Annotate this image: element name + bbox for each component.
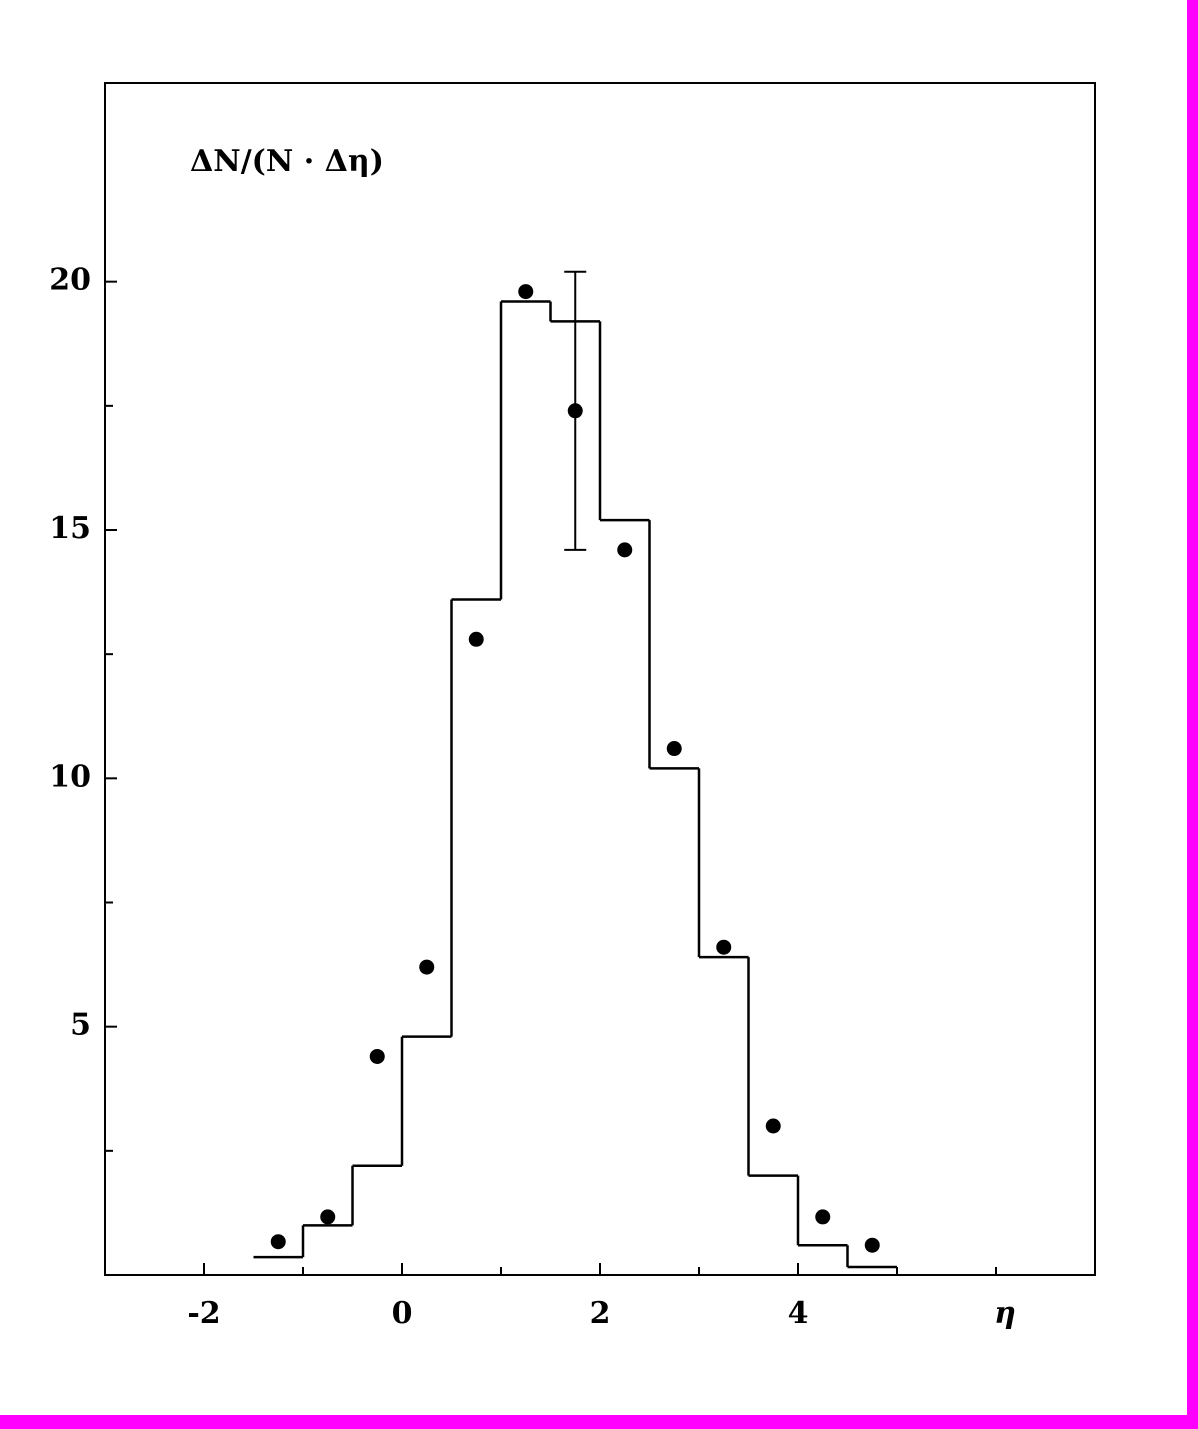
x-tick-label: -2: [187, 1296, 220, 1331]
frame-bottom: [0, 1415, 1198, 1429]
data-point: [567, 403, 583, 419]
data-point: [518, 284, 534, 300]
data-point: [270, 1234, 286, 1250]
data-point: [320, 1209, 336, 1225]
y-tick-label: 20: [49, 263, 91, 298]
x-tick-label: 4: [788, 1296, 809, 1331]
y-tick-label: 10: [49, 759, 91, 794]
data-point: [716, 939, 732, 955]
data-point: [765, 1118, 781, 1134]
y-tick-label: 5: [70, 1008, 91, 1043]
data-point: [468, 631, 484, 647]
data-point: [666, 741, 682, 757]
x-tick-label: 2: [590, 1296, 611, 1331]
x-axis-label: η: [994, 1296, 1016, 1331]
y-tick-label: 15: [49, 511, 91, 546]
data-point: [815, 1209, 831, 1225]
x-tick-label: 0: [392, 1296, 413, 1331]
data-point: [419, 959, 435, 975]
data-point: [617, 542, 633, 558]
data-point: [369, 1048, 385, 1064]
data-point: [864, 1237, 880, 1253]
frame-right: [1187, 0, 1198, 1429]
y-axis-label: ΔN/(N · Δη): [190, 144, 384, 179]
plot-frame: [104, 82, 1096, 1276]
